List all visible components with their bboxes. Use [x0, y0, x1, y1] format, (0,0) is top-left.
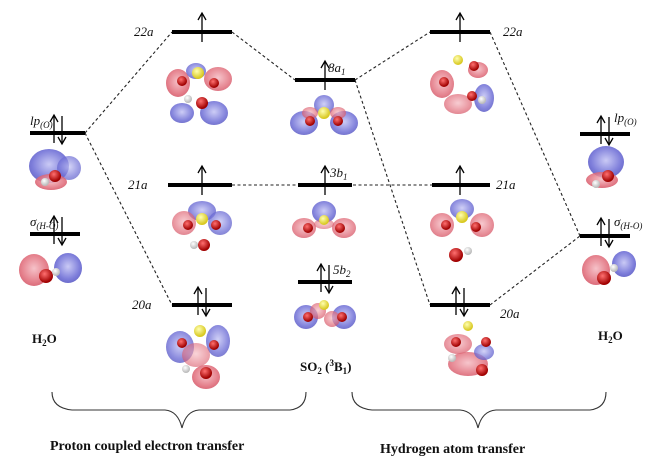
braces: [51, 391, 607, 429]
orbital-images: [19, 55, 636, 389]
electron-pair-icon: [596, 114, 614, 147]
label-3b1: 3b1: [329, 165, 348, 182]
label-sigma-right: σ(H-O): [614, 214, 642, 231]
label-21a-pcet: 21a: [128, 177, 148, 192]
orbital-pcet-22a: [166, 63, 232, 125]
orbital-h2o-sigma-right: [582, 251, 636, 285]
label-lp-left: lp(O): [30, 113, 53, 130]
label-20a-pcet: 20a: [132, 297, 152, 312]
brace-left: [51, 391, 307, 429]
orbital-hat-22a: [430, 55, 494, 114]
orbital-h2o-lp-left: [29, 149, 81, 190]
orbital-pcet-20a: [166, 325, 230, 389]
electron-pair-icon: [451, 285, 469, 318]
electron-up-icon: [455, 11, 465, 42]
label-8a1: 8a1: [328, 60, 346, 77]
caption-hat: Hydrogen atom transfer: [380, 442, 525, 457]
electron-pair-icon: [49, 113, 67, 146]
electron-up-icon: [197, 164, 207, 195]
orbital-pcet-21a: [172, 201, 232, 251]
label-22a-pcet: 22a: [134, 24, 154, 39]
orbital-so2-3b1: [292, 201, 356, 238]
electron-pair-icon: [49, 214, 67, 247]
electron-up-icon: [197, 11, 207, 42]
electron-pair-icon: [316, 262, 334, 295]
label-21a-hat: 21a: [496, 177, 516, 192]
electron-arrows: [49, 11, 614, 318]
electron-up-icon: [320, 59, 330, 90]
label-22a-hat: 22a: [503, 24, 523, 39]
water-label-left: H2O: [32, 331, 57, 348]
level-labels: 22a 21a 20a 8a1 3b1 5b2 22a 21a 20a lp(O…: [30, 24, 642, 321]
electron-up-icon: [320, 164, 330, 195]
orbital-hat-20a: [444, 321, 494, 376]
label-lp-right: lp(O): [614, 110, 637, 127]
orbital-so2-5b2: [294, 300, 356, 329]
electron-up-icon: [455, 164, 465, 195]
electron-pair-icon: [193, 285, 211, 318]
orbital-h2o-lp-right: [586, 146, 624, 188]
brace-right: [351, 391, 607, 429]
electron-pair-icon: [596, 216, 614, 249]
water-label-right: H2O: [598, 328, 623, 345]
caption-pcet: Proton coupled electron transfer: [50, 439, 244, 454]
orbital-hat-21a: [430, 199, 494, 262]
label-20a-hat: 20a: [500, 306, 520, 321]
species-labels: H2O H2O SO2 (3B1): [32, 328, 623, 376]
label-5b2: 5b2: [333, 262, 351, 279]
so2-label: SO2 (3B1): [300, 358, 351, 376]
label-sigma-left: σ(H-O): [30, 214, 58, 231]
orbital-h2o-sigma-left: [19, 253, 82, 286]
orbital-so2-8a1: [290, 95, 358, 135]
